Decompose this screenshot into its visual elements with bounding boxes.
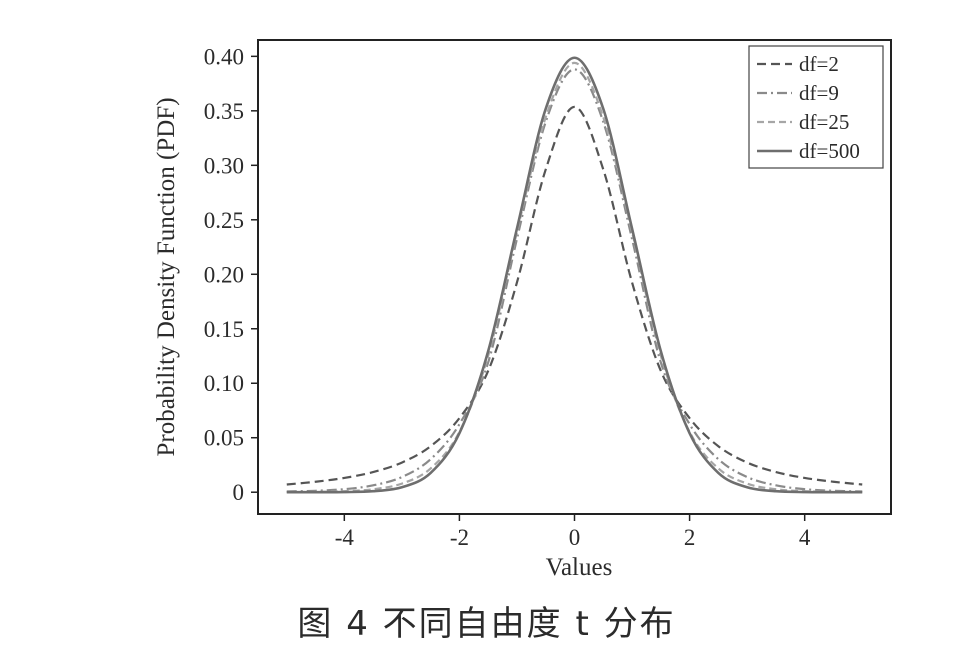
series-line-df-9 bbox=[286, 68, 863, 493]
y-axis: 0 0.05 0.10 0.15 0.20 0.25 0.30 0.35 0.40 bbox=[204, 44, 258, 505]
legend-box bbox=[748, 45, 884, 169]
x-tick-label: -4 bbox=[335, 525, 355, 550]
y-tick-label: 0.05 bbox=[204, 426, 244, 451]
series-line-df-25 bbox=[286, 61, 863, 494]
legend: df=2 df=9 df=25 df=500 bbox=[748, 45, 884, 169]
y-tick-label: 0.35 bbox=[204, 99, 244, 124]
series-layer bbox=[286, 56, 863, 494]
legend-label: df=2 bbox=[799, 52, 839, 76]
x-tick-label: 0 bbox=[569, 525, 581, 550]
y-tick-label: 0.10 bbox=[204, 371, 244, 396]
x-tick-label: -2 bbox=[450, 525, 469, 550]
figure-caption: 图 4 不同自由度 t 分布 bbox=[297, 604, 676, 644]
y-tick-label: 0.15 bbox=[204, 317, 244, 342]
x-axis: -4 -2 0 2 4 bbox=[335, 514, 811, 550]
chart-svg: 0 0.05 0.10 0.15 0.20 0.25 0.30 0.35 0.40 -4 -2 0 2… bbox=[153, 39, 892, 581]
x-tick-label: 2 bbox=[684, 525, 696, 550]
series-line-df-2 bbox=[286, 105, 863, 486]
legend-label: df=9 bbox=[799, 81, 839, 105]
y-axis-title: Probability Density Function (PDF) bbox=[153, 97, 180, 456]
y-tick-label: 0.25 bbox=[204, 208, 244, 233]
y-tick-label: 0.40 bbox=[204, 44, 244, 69]
series-line-df-500 bbox=[286, 56, 863, 494]
x-axis-title: Values bbox=[546, 554, 613, 581]
y-tick-label: 0 bbox=[233, 480, 245, 505]
legend-label: df=25 bbox=[799, 110, 849, 134]
legend-label: df=500 bbox=[799, 139, 860, 163]
y-tick-label: 0.30 bbox=[204, 153, 244, 178]
x-tick-label: 4 bbox=[799, 525, 811, 550]
y-tick-label: 0.20 bbox=[204, 262, 244, 287]
